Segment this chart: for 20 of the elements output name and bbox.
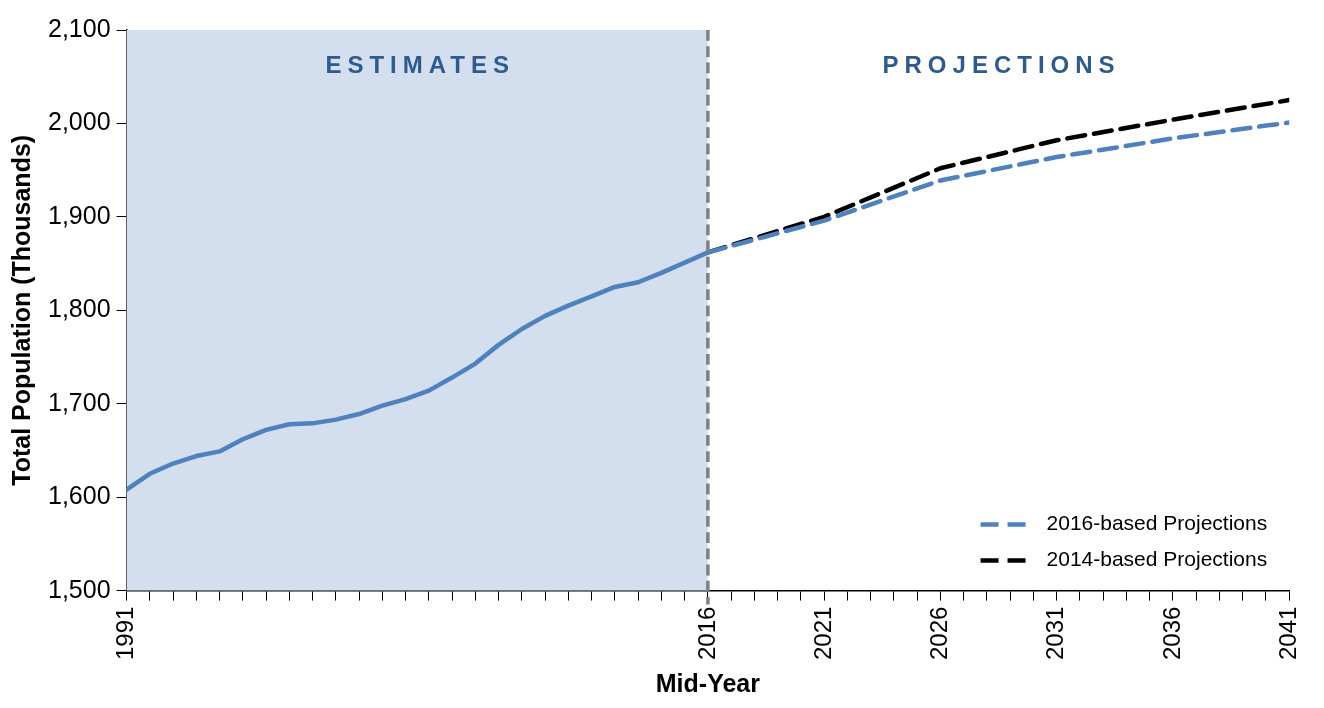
band-label: ESTIMATES	[325, 50, 515, 78]
annotation: PROJECTIONS	[882, 50, 1121, 78]
x-tick-label: 2031	[1041, 606, 1069, 660]
legend-label: 2014-based Projections	[1046, 547, 1268, 571]
x-tick-label: 2026	[925, 606, 953, 660]
y-tick-label: 1,700	[48, 387, 111, 416]
x-tick-label: 2036	[1157, 606, 1185, 660]
y-tick-label: 1,900	[48, 200, 111, 229]
y-tick-label: 1,800	[48, 294, 111, 323]
x-tick-label: 1991	[111, 606, 139, 660]
y-tick-label: 1,600	[48, 481, 111, 510]
x-tick-label: 2016	[692, 606, 720, 660]
y-axis-title: Total Population (Thousands)	[6, 134, 35, 486]
y-tick-label: 2,000	[48, 107, 111, 136]
y-tick-label: 2,100	[48, 13, 111, 42]
x-tick-label: 2021	[808, 606, 836, 660]
x-axis-title: Mid-Year	[655, 668, 761, 697]
legend-label: 2016-based Projections	[1046, 511, 1268, 535]
x-tick-label: 2041	[1273, 606, 1301, 660]
y-tick-label: 1,500	[48, 574, 111, 603]
